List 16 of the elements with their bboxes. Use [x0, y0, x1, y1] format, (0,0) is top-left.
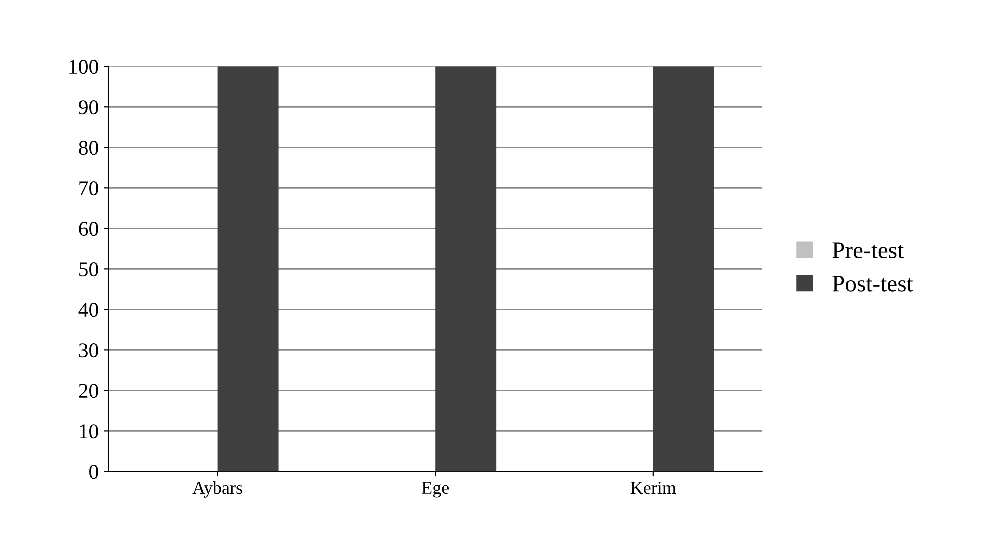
x-tick-label: Kerim [630, 482, 676, 494]
y-tick-label: 30 [79, 344, 98, 358]
x-tick-label: Ege [422, 482, 450, 498]
y-tick-label: 20 [79, 384, 98, 398]
x-tick-label: Aybars [192, 481, 242, 498]
y-tick-label: 100 [70, 60, 98, 74]
y-tick-label: 0 [90, 465, 98, 480]
y-tick-label: 40 [78, 303, 98, 318]
y-tick-label: 10 [80, 424, 98, 439]
y-tick-label: 50 [80, 262, 98, 277]
y-tick-label: 60 [79, 222, 98, 236]
legend-label: Post-test [832, 276, 914, 292]
y-tick-label: 70 [80, 182, 98, 196]
y-tick-label: 90 [79, 100, 98, 115]
legend-label: Pre-test [832, 242, 904, 258]
y-tick-label: 80 [79, 141, 98, 156]
